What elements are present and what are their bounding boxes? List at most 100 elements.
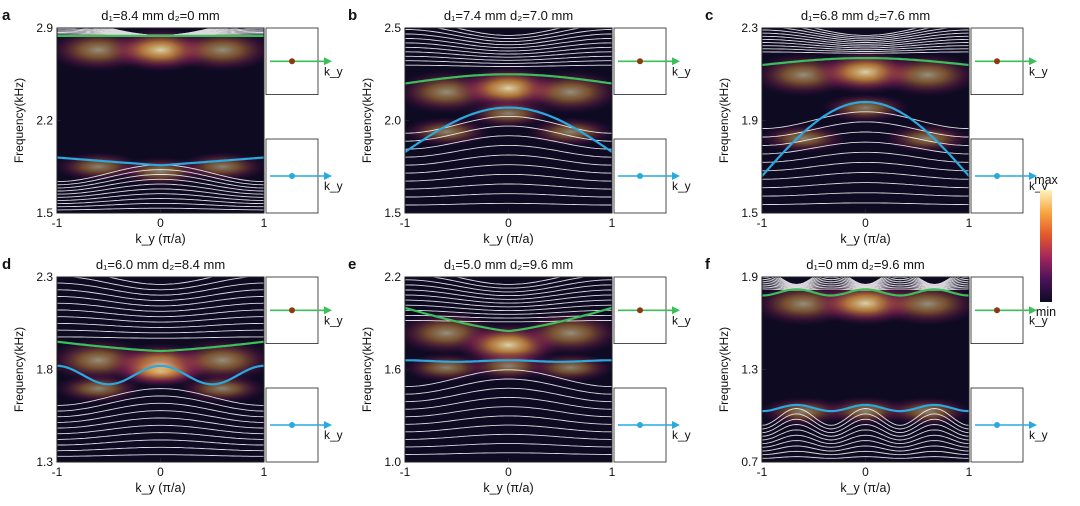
inset-site (994, 173, 1000, 179)
bulk-band-line (454, 277, 563, 285)
bulk-band-line (762, 280, 969, 289)
bulk-band-line (762, 45, 969, 51)
intensity-glow (525, 117, 612, 147)
x-tick-label: -1 (52, 216, 63, 230)
y-tick-label: 2.5 (384, 21, 401, 35)
bulk-band-line (762, 202, 969, 206)
inset-upper: k_y (970, 27, 1048, 95)
ky-arrowhead (672, 57, 680, 66)
intensity-glow (516, 69, 612, 115)
inset-lower: k_y (265, 387, 343, 463)
bulk-band-line (57, 289, 264, 301)
bulk-band-line (57, 446, 264, 452)
bulk-band-line (762, 456, 969, 459)
bulk-band-line (762, 32, 969, 43)
bulk-band-line (57, 454, 264, 457)
inset-site (994, 58, 1000, 65)
panel-letter: f (705, 256, 711, 273)
inset-upper: k_y (970, 276, 1048, 344)
bulk-band-line (57, 296, 264, 307)
plot-area (762, 277, 969, 462)
x-tick-label: 0 (862, 465, 869, 479)
bulk-band-line (57, 417, 264, 429)
panel-letter: a (2, 7, 11, 24)
panel-b: 2.5 2.0 1.5-1 0 1 k_y (π/a) Frequency(kHz) d₁=7… (348, 7, 691, 246)
bulk-band-line (762, 51, 969, 54)
ky-arrowhead (1029, 421, 1037, 429)
x-tick-label: 0 (505, 465, 512, 479)
inset-site (637, 307, 643, 314)
inset-site (637, 58, 643, 65)
inset-lower: k_y (265, 138, 343, 214)
bulk-band-line (762, 172, 969, 180)
y-axis-label: Frequency(kHz) (360, 78, 374, 163)
inset-ky-label: k_y (672, 313, 691, 327)
bulk-band-line (57, 198, 264, 205)
y-tick-label: 1.6 (384, 363, 401, 377)
bulk-band-line (405, 46, 612, 55)
y-tick-label: 2.2 (36, 114, 53, 128)
bulk-band-line (762, 48, 969, 52)
bulk-band-line (405, 415, 612, 425)
lower-edge-state-line (405, 359, 612, 363)
bulk-band-line (405, 314, 612, 319)
bulk-band-line (405, 55, 612, 61)
bulk-band-line (405, 64, 612, 67)
inset-ky-label: k_y (672, 64, 691, 78)
y-tick-label: 2.9 (36, 21, 53, 35)
y-tick-label: 2.3 (36, 270, 53, 284)
ky-arrowhead (672, 306, 680, 315)
ky-arrowhead (324, 306, 332, 315)
bulk-band-line (57, 173, 264, 189)
inset-ky-label: k_y (324, 313, 343, 327)
inset-ky-label: k_y (1029, 64, 1048, 78)
bulk-band-line (405, 125, 612, 142)
panel-title: d₁=8.4 mm d₂=0 mm (101, 8, 220, 23)
bulk-band-line (405, 29, 612, 43)
bulk-band-line (64, 277, 257, 291)
inset-upper: k_y (613, 276, 691, 344)
panel-title: d₁=6.8 mm d₂=7.6 mm (801, 8, 930, 23)
x-tick-label: 0 (157, 216, 164, 230)
x-axis-label: k_y (π/a) (483, 232, 533, 246)
inset-site (994, 422, 1000, 428)
bulk-band-line (57, 439, 264, 446)
inset-ky-label: k_y (324, 64, 343, 78)
panel-title: d₁=0 mm d₂=9.6 mm (806, 257, 925, 272)
bulk-band-line (762, 35, 969, 45)
plot-area (762, 28, 969, 213)
bulk-band-line (454, 28, 563, 36)
inset-upper: k_y (265, 27, 343, 95)
bulk-band-line (57, 169, 264, 186)
x-tick-label: 0 (157, 465, 164, 479)
bulk-band-line (57, 316, 264, 323)
panel-c: 2.3 1.9 1.5-1 0 1 k_y (π/a) Frequency(kHz) d₁=6… (705, 7, 1048, 246)
bulk-band-line (405, 51, 612, 58)
bulk-band-line (777, 28, 954, 40)
bulk-band-line (778, 277, 953, 285)
ky-arrowhead (324, 421, 332, 429)
ky-arrowhead (1029, 172, 1037, 180)
bulk-band-line (405, 164, 612, 174)
y-axis-label: Frequency(kHz) (360, 327, 374, 412)
bulk-band-line (762, 434, 969, 445)
bulk-band-line (405, 154, 612, 166)
bulk-band-line (405, 42, 612, 52)
panel-d: 2.3 1.8 1.3-1 0 1 k_y (π/a) Frequency(kHz) d₁=6… (2, 256, 343, 495)
bulk-band-line (57, 178, 264, 192)
upper-edge-state-line (57, 340, 264, 353)
x-tick-label: 1 (609, 216, 616, 230)
intensity-glow (873, 52, 969, 98)
y-tick-label: 1.8 (36, 363, 53, 377)
y-axis-label: Frequency(kHz) (717, 327, 731, 412)
bulk-band-line (762, 450, 969, 456)
panel-letter: b (348, 7, 357, 24)
inset-ky-label: k_y (324, 179, 343, 193)
bulk-band-line (405, 452, 612, 455)
bulk-band-line (405, 369, 612, 388)
bulk-band-line (762, 151, 969, 163)
plot-area (405, 28, 612, 213)
bulk-band-line (405, 443, 612, 448)
bulk-band-line (405, 135, 612, 150)
bulk-band-line (405, 304, 612, 312)
